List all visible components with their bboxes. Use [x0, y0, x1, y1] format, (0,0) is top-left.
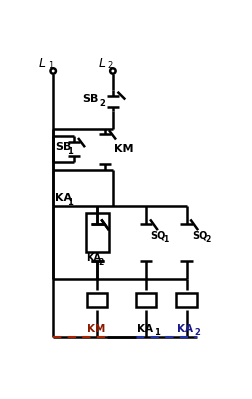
Bar	[136, 293, 156, 307]
Bar	[87, 293, 107, 307]
Text: KA: KA	[55, 193, 72, 203]
Text: KM: KM	[114, 144, 134, 154]
Bar	[176, 293, 197, 307]
Text: 2: 2	[99, 99, 105, 108]
Text: L: L	[39, 57, 46, 70]
Text: 1: 1	[163, 235, 169, 244]
Text: L: L	[99, 57, 106, 70]
Text: 1: 1	[154, 328, 160, 337]
Text: 1: 1	[67, 147, 73, 156]
Text: SB: SB	[55, 142, 71, 152]
Text: KA: KA	[137, 324, 153, 334]
Text: SB: SB	[82, 94, 98, 104]
Text: 2: 2	[206, 235, 211, 244]
Text: 1: 1	[48, 61, 53, 70]
Text: KM: KM	[87, 324, 105, 334]
Text: KA: KA	[177, 324, 193, 334]
Text: 2: 2	[98, 258, 103, 267]
Bar	[86, 213, 109, 251]
Text: 2: 2	[107, 61, 113, 70]
Text: KA: KA	[86, 253, 101, 263]
Text: 1: 1	[67, 198, 73, 207]
Text: SQ: SQ	[150, 230, 166, 240]
Text: 2: 2	[194, 328, 200, 337]
Text: SQ: SQ	[193, 230, 208, 240]
